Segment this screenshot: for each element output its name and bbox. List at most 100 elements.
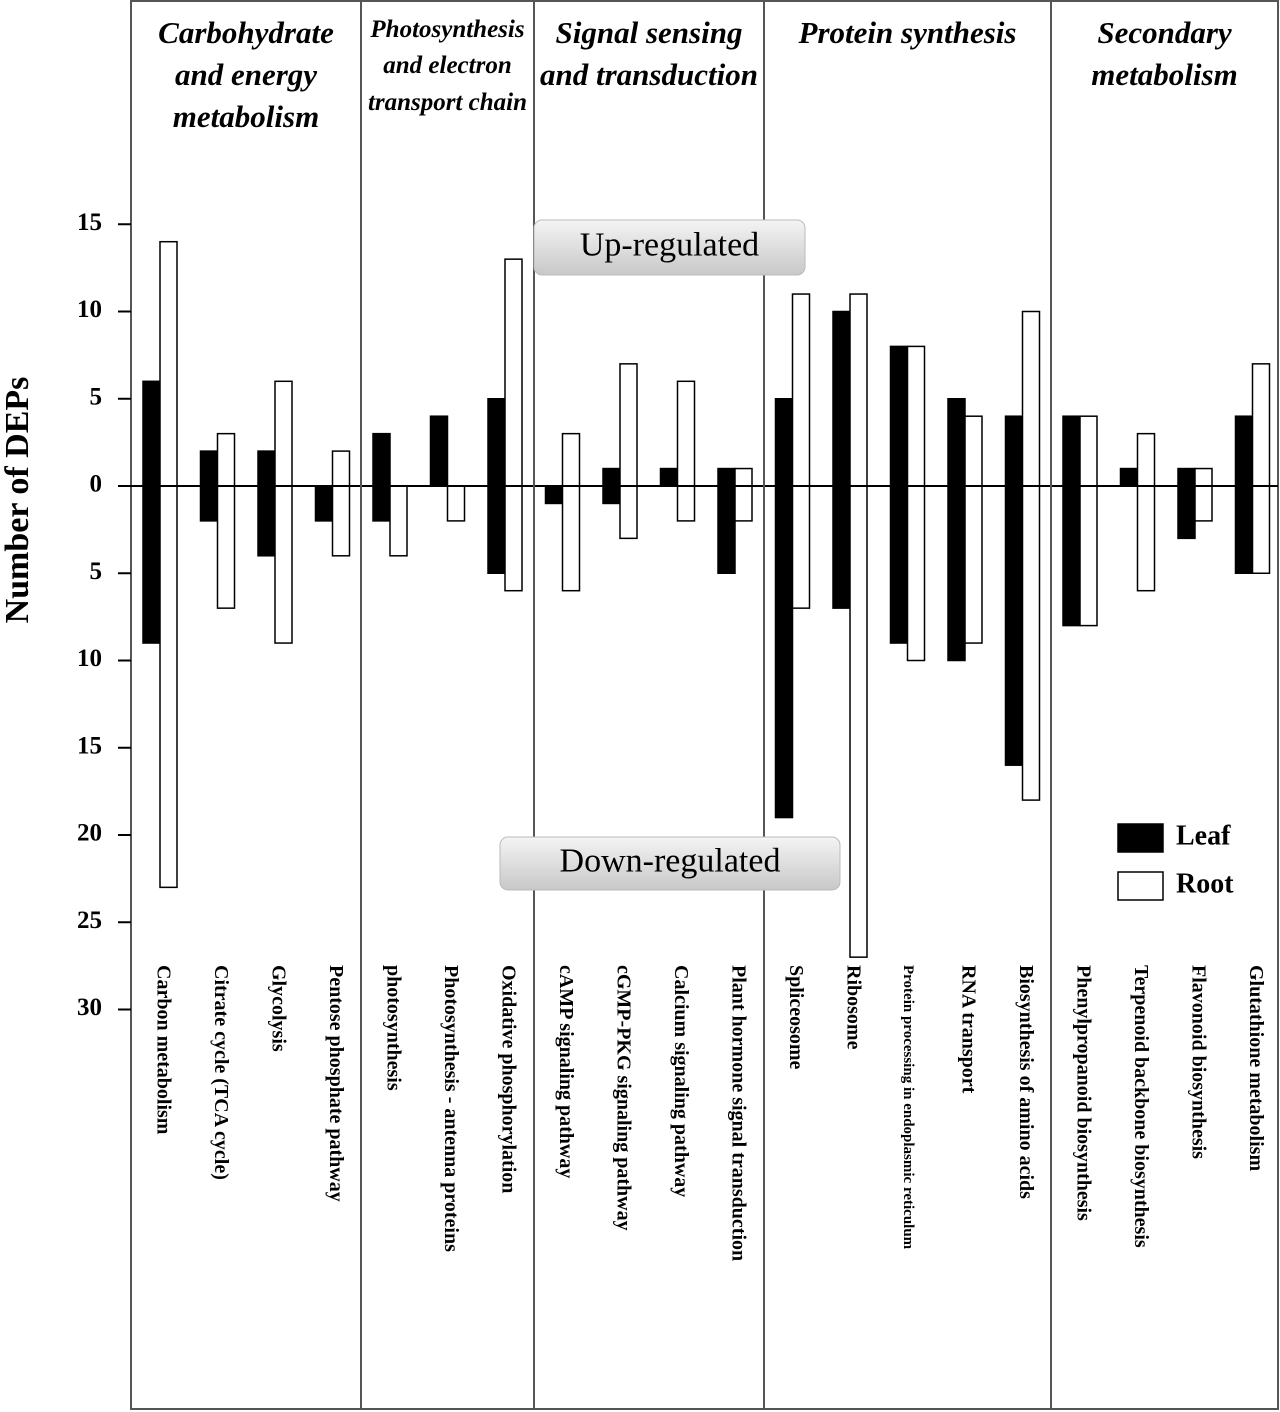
- panel-title: Protein synthesis: [798, 15, 1017, 50]
- x-tick-label: Glutathione metabolism: [1245, 965, 1267, 1171]
- x-tick-label: Glycolysis: [267, 965, 289, 1052]
- bar: [1136, 432, 1156, 487]
- legend-label: Root: [1176, 868, 1234, 899]
- bar: [906, 485, 926, 662]
- bar: [791, 485, 811, 609]
- y-tick-label: 30: [77, 994, 102, 1021]
- panel-title-box: Protein synthesis: [798, 15, 1017, 50]
- bar: [372, 485, 391, 522]
- bar: [602, 467, 621, 487]
- bar: [216, 432, 236, 487]
- annotation: Down-regulated: [560, 842, 781, 879]
- y-tick-label: 10: [77, 296, 102, 323]
- bar: [1004, 485, 1024, 766]
- bar: [619, 363, 638, 487]
- bar: [832, 310, 851, 487]
- x-tick-label: Terpenoid backbone biosynthesis: [1130, 965, 1152, 1248]
- bar: [1177, 485, 1196, 540]
- x-tick-label: Citrate cycle (TCA cycle): [210, 965, 232, 1180]
- bar: [1251, 363, 1271, 487]
- bar: [1234, 485, 1254, 574]
- bar: [1251, 485, 1271, 574]
- x-tick-label: Spliceosome: [785, 965, 807, 1070]
- bar: [1136, 485, 1156, 592]
- x-tick-label: RNA transport: [957, 965, 979, 1094]
- bar: [734, 467, 753, 487]
- x-tick-label: Photosynthesis - antenna proteins: [440, 965, 462, 1252]
- bar: [964, 485, 983, 644]
- x-tick-label: Protein processing in endoplasmic reticu…: [900, 965, 916, 1250]
- bar: [717, 485, 736, 574]
- bar: [1021, 310, 1041, 487]
- bar: [964, 415, 983, 487]
- bar: [331, 450, 351, 487]
- bar: [257, 485, 276, 557]
- bar: [216, 485, 236, 609]
- bar: [676, 380, 696, 487]
- bar: [1119, 467, 1139, 487]
- bar: [159, 485, 178, 889]
- bar: [504, 485, 523, 592]
- bar: [257, 450, 276, 487]
- y-tick-label: 0: [90, 471, 103, 498]
- bar: [1194, 467, 1213, 487]
- bar: [774, 398, 794, 487]
- bar: [889, 345, 909, 487]
- bar: [314, 485, 334, 522]
- panel-title: Carbohydrate and energy metabolism: [158, 15, 334, 134]
- legend-swatch: [1117, 871, 1164, 901]
- bar: [159, 240, 178, 487]
- bar: [446, 485, 466, 522]
- bar: [199, 485, 219, 522]
- y-tick-label: 5: [90, 383, 103, 410]
- bar: [504, 258, 523, 487]
- y-axis-label: Number of DEPs: [0, 377, 36, 624]
- x-tick-label: Calcium signaling pathway: [670, 965, 692, 1197]
- bar: [717, 467, 736, 487]
- bar: [389, 485, 408, 557]
- legend-label: Leaf: [1176, 820, 1231, 851]
- bar: [429, 415, 449, 487]
- x-tick-label: Biosynthesis of amino acids: [1015, 965, 1037, 1199]
- bar: [487, 398, 506, 487]
- bar: [561, 432, 581, 487]
- x-tick-label: Phenylpropanoid biosynthesis: [1072, 965, 1094, 1221]
- panel-title: Photosynthesis and electron transport ch…: [367, 16, 528, 116]
- bar: [1079, 415, 1098, 487]
- bar: [659, 467, 679, 487]
- bar: [331, 485, 351, 557]
- y-tick-label: 20: [77, 820, 102, 847]
- bar: [619, 485, 638, 540]
- x-tick-label: Oxidative phosphorylation: [497, 965, 519, 1193]
- y-tick-label: 5: [90, 558, 103, 585]
- bar: [561, 485, 581, 592]
- bar: [947, 398, 966, 487]
- bar: [372, 432, 391, 487]
- bar: [142, 380, 161, 487]
- y-tick-label: 10: [77, 645, 102, 672]
- annotation: Up-regulated: [580, 226, 759, 263]
- x-tick-label: Ribosome: [842, 965, 864, 1050]
- bar: [676, 485, 696, 522]
- bar: [602, 485, 621, 505]
- bar: [734, 485, 753, 522]
- panel-title-box: Photosynthesis and electron transport ch…: [367, 16, 528, 116]
- bar: [774, 485, 794, 819]
- bar: [274, 380, 293, 487]
- bar: [1234, 415, 1254, 487]
- bar: [544, 485, 564, 505]
- frame: [130, 0, 1279, 1410]
- bar: [791, 293, 811, 487]
- y-tick-label: 15: [77, 732, 102, 759]
- x-tick-label: Flavonoid biosynthesis: [1187, 965, 1209, 1159]
- bar: [487, 485, 506, 574]
- y-tick-label: 25: [77, 907, 102, 934]
- x-tick-label: Plant hormone signal transduction: [727, 965, 749, 1261]
- bar: [1062, 415, 1081, 487]
- annotation-box: [533, 219, 806, 276]
- y-tick-label: 15: [77, 209, 102, 236]
- bar: [274, 485, 293, 644]
- x-tick-label: Pentose phosphate pathway: [325, 965, 347, 1202]
